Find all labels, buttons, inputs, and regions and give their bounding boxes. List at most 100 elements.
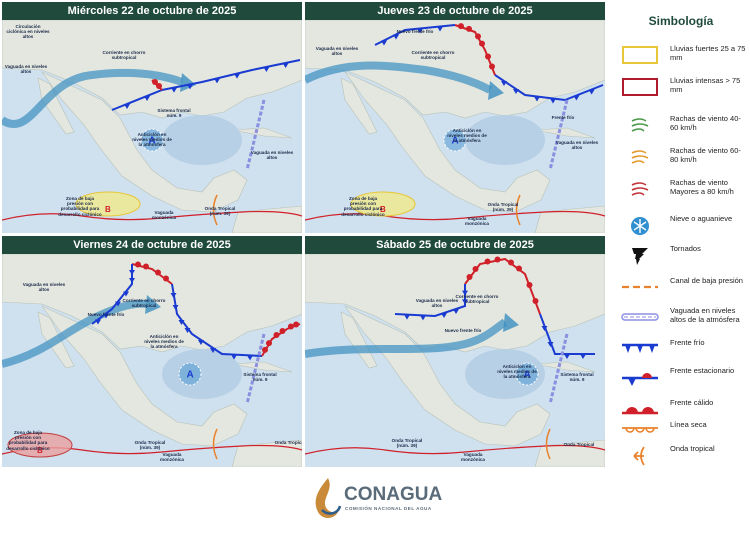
anticyclone: [178, 362, 202, 386]
trough: [245, 99, 266, 171]
front-symbol: [466, 25, 472, 32]
front-symbol: [152, 79, 158, 85]
legend-item: Vaguada en niveles altos de la atmósfera: [612, 304, 750, 330]
front-symbol: [516, 265, 522, 272]
legend-item: Rachas de viento 60-80 km/h: [612, 144, 750, 170]
land: [41, 71, 248, 213]
anticyclone: [515, 362, 539, 386]
legend-text: Frente cálido: [670, 398, 714, 407]
front-symbol: [532, 298, 539, 304]
legend-text: Rachas de viento 60-80 km/h: [670, 146, 741, 164]
jet-stream: [2, 68, 184, 129]
legend-item: Rachas de viento 40-60 km/h: [612, 112, 750, 138]
front-symbol: [475, 33, 481, 40]
front-symbol: [124, 104, 130, 109]
map-label: Vaguada monzónica: [152, 210, 176, 221]
footer: CONAGUA COMISIÓN NACIONAL DEL AGUA: [0, 468, 750, 532]
panel-title: Viernes 24 de octubre de 2025: [2, 236, 302, 254]
front-symbol: [123, 291, 129, 297]
map-label: Vaguada monzónica: [461, 452, 485, 463]
map-label: Vaguada en niveles altos: [315, 46, 359, 57]
map-label: Zona de baja presión con probabilidad pa…: [6, 430, 50, 451]
legend-text: Tornados: [670, 244, 701, 253]
jet-arrow: [180, 73, 196, 92]
land: [340, 77, 378, 135]
front-symbol: [417, 28, 423, 34]
front-symbol: [541, 326, 548, 331]
front-symbol: [198, 340, 204, 345]
front-symbol: [266, 340, 272, 347]
map-label: Corriente en chorro subtropical: [122, 298, 166, 309]
front-symbol: [472, 266, 479, 272]
map-label: Vaguada en niveles altos: [250, 150, 294, 161]
map-label: Onda Tropical (núm. 39): [487, 202, 519, 213]
front-symbol: [489, 63, 495, 70]
anticyclone: [443, 128, 467, 152]
map-panel: Sábado 25 de octubre de 2025 A Vaguada en …: [305, 236, 605, 467]
anticyclone: [140, 128, 164, 152]
map-label: Vaguada monzónica: [160, 452, 184, 463]
rain-zone: [7, 432, 73, 458]
front-symbol: [184, 328, 191, 333]
jet-arrow: [145, 295, 161, 314]
legend-text: Vaguada en niveles altos de la atmósfera: [670, 306, 740, 324]
anticyclone-symbol: A: [452, 136, 459, 147]
map-label: Nuevo frente frío: [396, 29, 434, 34]
legend-title: Simbología: [648, 14, 714, 28]
map-label: Sistema frontal núm. 9: [243, 372, 277, 383]
front-symbol: [103, 313, 109, 319]
monsoon-trough: [305, 210, 605, 221]
map-label: Onda Tropical (núm. 39): [391, 438, 423, 449]
front-symbol: [550, 98, 556, 104]
map-label: Anticiclón en niveles medios de la atmós…: [144, 334, 184, 350]
map-label: Vaguada monzónica: [465, 216, 489, 227]
front-symbol: [453, 309, 459, 314]
map-label: Anticiclón en niveles medios de la atmós…: [132, 132, 172, 148]
front-symbol: [247, 355, 253, 361]
map-panel: Miércoles 22 de octubre de 2025 A B Circula…: [2, 2, 302, 233]
legend-item: Onda tropical: [612, 442, 750, 468]
front-symbol: [115, 301, 121, 307]
legend-text: Lluvias fuertes 25 a 75 mm: [670, 44, 746, 62]
deep-water: [162, 349, 242, 399]
front-symbol: [393, 34, 399, 40]
deep-water: [465, 349, 545, 399]
front-symbol: [501, 81, 507, 86]
legend-text: Onda tropical: [670, 444, 715, 453]
front-symbol: [273, 332, 280, 338]
front-symbol: [526, 282, 533, 288]
front-symbol: [466, 274, 473, 280]
trough: [548, 99, 569, 171]
legend: Simbología Lluvias fuertes 25 a 75 mm Ll…: [612, 2, 750, 467]
front-symbol: [479, 40, 485, 47]
low-symbol: B: [37, 446, 43, 455]
brand-subtitle: COMISIÓN NACIONAL DEL AGUA: [345, 504, 432, 511]
legend-item: Frente estacionario: [612, 364, 750, 390]
map-label: Onda Tropical (núm. 39): [204, 206, 236, 217]
front-symbol: [462, 290, 468, 296]
front-symbol: [293, 321, 300, 328]
legend-text: Rachas de viento Mayores a 80 km/h: [670, 178, 734, 196]
legend-item: Frente frío: [612, 336, 750, 362]
front-symbol: [573, 95, 580, 101]
tropical-wave: [515, 194, 521, 226]
legend-item: Rachas de viento Mayores a 80 km/h: [612, 176, 750, 202]
jet-arrow: [488, 81, 504, 100]
panel-title: Miércoles 22 de octubre de 2025: [2, 2, 302, 20]
map: AB: [305, 20, 605, 233]
front-symbol: [129, 278, 135, 283]
map-label: Onda Tropical: [274, 440, 302, 445]
front-symbol: [534, 96, 540, 102]
map-label: Zona de baja presión con probabilidad pa…: [341, 196, 385, 217]
map-label: Corriente en chorro subtropical: [411, 50, 455, 61]
front-symbol: [441, 313, 447, 318]
front-symbol: [580, 354, 586, 359]
front-line: [494, 74, 604, 102]
anticyclone-symbol: A: [187, 370, 194, 381]
front-symbol: [263, 67, 270, 72]
map: AB: [2, 254, 302, 467]
map-label: Vaguada en niveles altos: [555, 140, 599, 151]
anticyclone-symbol: A: [524, 370, 531, 381]
trough: [245, 333, 266, 405]
legend-text: Lluvias intensas > 75 mm: [670, 76, 741, 94]
